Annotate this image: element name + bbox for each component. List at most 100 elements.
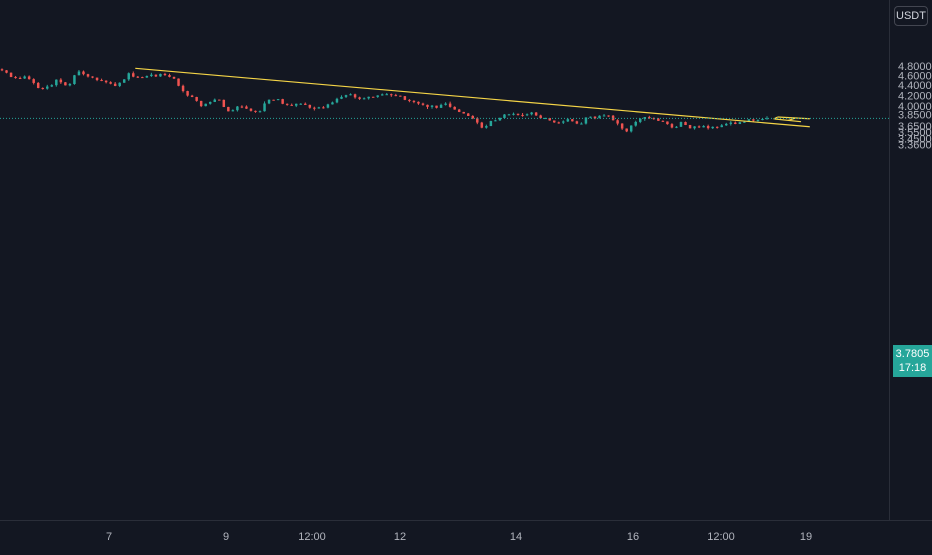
trendline-lower[interactable] xyxy=(774,118,802,123)
candle-body xyxy=(498,117,502,121)
candle-body xyxy=(41,87,44,89)
candle-body xyxy=(466,113,470,116)
candle xyxy=(113,82,117,87)
candle-body xyxy=(136,76,140,78)
candle-body xyxy=(376,95,379,97)
candle xyxy=(36,82,40,89)
candle-body xyxy=(435,105,438,108)
candle-body xyxy=(765,118,769,120)
candle xyxy=(399,95,402,97)
candle xyxy=(344,94,348,99)
candle-body xyxy=(0,69,4,71)
candle xyxy=(335,97,339,104)
candle-body xyxy=(575,121,579,124)
price-tick-label: 3.5500 xyxy=(898,127,932,139)
candle xyxy=(661,120,665,122)
candle-body xyxy=(752,119,755,121)
candle-body xyxy=(204,103,207,107)
candle xyxy=(73,74,76,85)
candle xyxy=(448,101,452,108)
price-axis[interactable]: 4.80004.60004.40004.20004.00003.85003.65… xyxy=(898,61,932,151)
candle xyxy=(231,109,235,112)
candle xyxy=(141,76,144,79)
trendline-main[interactable] xyxy=(135,67,810,128)
candle xyxy=(100,78,103,82)
candle xyxy=(666,121,669,125)
candle xyxy=(657,117,660,121)
candle xyxy=(466,112,470,117)
candle xyxy=(534,112,538,116)
candle xyxy=(679,121,683,128)
candle-body xyxy=(417,101,420,104)
candle-body xyxy=(390,94,393,96)
candle-body xyxy=(448,103,452,107)
candle xyxy=(725,122,728,126)
candle xyxy=(308,104,312,109)
candle-body xyxy=(240,106,244,108)
candle-body xyxy=(711,126,714,129)
candle xyxy=(580,122,583,125)
candle xyxy=(59,78,63,84)
candle xyxy=(607,115,610,117)
time-tick-label: 14 xyxy=(510,531,522,543)
candle-body xyxy=(145,76,149,78)
candle xyxy=(629,125,633,133)
candle xyxy=(136,75,140,78)
candle-body xyxy=(23,76,26,79)
candle-body xyxy=(308,104,312,108)
candle-body xyxy=(629,125,633,132)
candle xyxy=(376,95,379,98)
candle-body xyxy=(222,99,226,107)
candle xyxy=(553,120,556,123)
last-price-tag: 3.7805 17:18 xyxy=(893,345,932,377)
candle-body xyxy=(485,126,488,128)
candle xyxy=(643,116,647,121)
candle xyxy=(64,81,67,86)
candle xyxy=(227,106,230,112)
candle xyxy=(453,106,456,110)
candle-body xyxy=(73,75,76,85)
candle xyxy=(23,75,26,79)
candle xyxy=(290,103,293,106)
candle xyxy=(91,76,94,79)
candle-body xyxy=(625,128,628,132)
candle xyxy=(18,76,22,80)
candle-body xyxy=(118,82,121,86)
candle-countdown: 17:18 xyxy=(898,362,927,374)
candle-body xyxy=(344,95,348,97)
candle-body xyxy=(249,108,253,111)
candle-body xyxy=(371,96,375,98)
currency-button[interactable]: USDT xyxy=(894,6,928,26)
candle xyxy=(285,103,289,106)
candle xyxy=(258,110,262,113)
candle xyxy=(82,70,85,76)
candle-body xyxy=(598,115,601,119)
candle-body xyxy=(756,120,760,122)
candle xyxy=(190,94,194,98)
price-tick-label: 3.4500 xyxy=(898,133,932,145)
candle-body xyxy=(227,106,230,112)
candle-body xyxy=(725,123,728,126)
candle xyxy=(670,123,674,129)
candle xyxy=(55,79,58,87)
candle xyxy=(512,112,515,116)
candle-body xyxy=(611,115,615,121)
candle-body xyxy=(59,79,63,83)
time-axis[interactable]: 7 9 12:00 12 14 16 12:00 19 xyxy=(106,531,812,543)
candle xyxy=(240,105,244,109)
candle-body xyxy=(580,123,583,125)
candle-body xyxy=(245,106,248,109)
candle xyxy=(263,101,266,112)
candle-body xyxy=(602,115,606,117)
candle-body xyxy=(534,112,538,116)
candle-body xyxy=(761,118,764,121)
candle-body xyxy=(172,76,176,79)
candle-body xyxy=(304,103,307,105)
candle-body xyxy=(480,122,484,128)
candle xyxy=(684,121,687,126)
candle xyxy=(349,93,352,96)
candle xyxy=(326,103,330,109)
